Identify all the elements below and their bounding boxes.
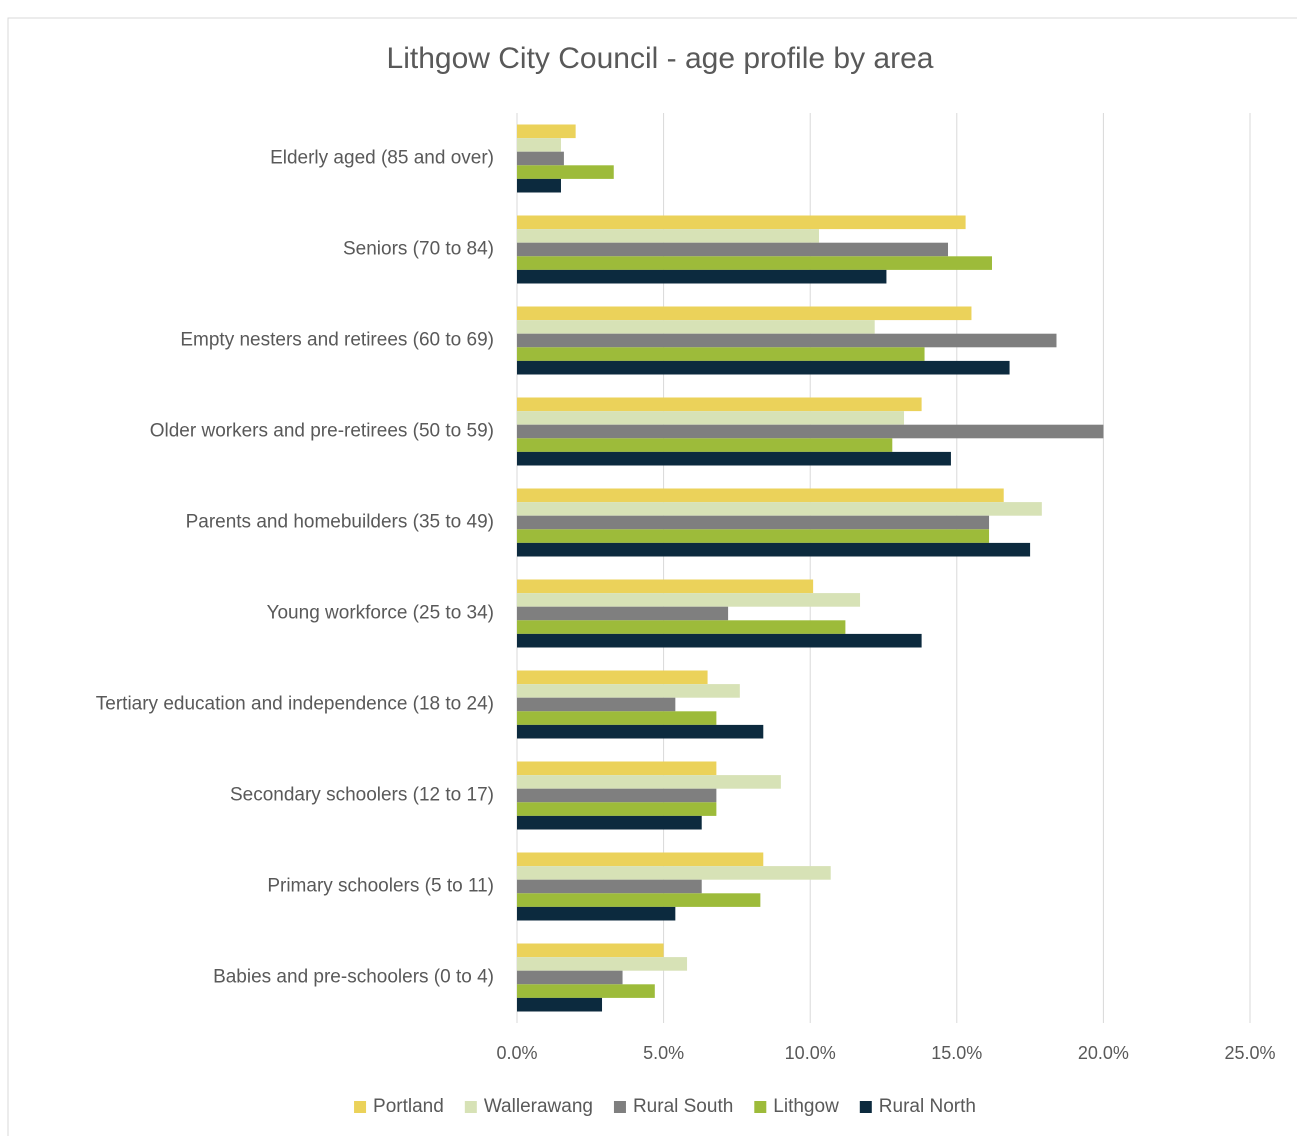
bar	[517, 529, 990, 543]
bar	[517, 451, 951, 466]
bar	[517, 306, 972, 321]
bar	[517, 424, 1104, 439]
bar	[517, 151, 564, 166]
y-tick-label: Parents and homebuilders (35 to 49)	[186, 512, 494, 533]
bar	[517, 802, 717, 816]
bar	[517, 633, 922, 648]
bar	[517, 256, 992, 270]
bar	[517, 761, 717, 776]
bar	[517, 943, 664, 958]
bar	[517, 593, 861, 607]
bar	[517, 724, 764, 739]
y-tick-label: Empty nesters and retirees (60 to 69)	[180, 330, 494, 351]
bar	[517, 775, 781, 789]
bar	[517, 138, 561, 152]
legend-swatch	[859, 1101, 872, 1113]
bar	[517, 684, 740, 698]
bar	[517, 124, 576, 139]
y-tick-label: Seniors (70 to 84)	[343, 239, 494, 260]
bar	[517, 515, 990, 530]
bar	[517, 242, 949, 257]
bar	[517, 165, 614, 179]
chart-title: Lithgow City Council - age profile by ar…	[387, 42, 934, 75]
y-tick-label: Secondary schoolers (12 to 17)	[230, 785, 494, 806]
x-tick-label: 25.0%	[1224, 1043, 1275, 1063]
bar	[517, 606, 729, 621]
bar	[517, 397, 922, 412]
bar	[517, 697, 676, 712]
x-tick-label: 15.0%	[931, 1043, 982, 1063]
x-tick-label: 20.0%	[1078, 1043, 1129, 1063]
bar	[517, 620, 846, 634]
bar	[517, 984, 655, 998]
legend-swatch	[613, 1101, 626, 1113]
legend-label: Wallerawang	[484, 1096, 593, 1117]
bar	[517, 178, 561, 193]
legend-label: Rural South	[633, 1096, 733, 1117]
bar	[517, 360, 1010, 375]
bar	[517, 997, 603, 1012]
bar	[517, 957, 688, 971]
bar	[517, 893, 761, 907]
legend-label: Portland	[373, 1096, 444, 1117]
y-tick-label: Young workforce (25 to 34)	[267, 603, 494, 624]
y-tick-label: Elderly aged (85 and over)	[270, 148, 494, 169]
bar	[517, 333, 1057, 348]
bar	[517, 347, 925, 361]
y-tick-label: Older workers and pre-retirees (50 to 59…	[150, 421, 494, 442]
bar	[517, 215, 966, 230]
legend-swatch	[754, 1101, 767, 1113]
bar	[517, 438, 893, 452]
legend-swatch	[354, 1101, 367, 1113]
bar	[517, 229, 819, 243]
bar	[517, 815, 702, 830]
bar	[517, 579, 814, 594]
bar	[517, 269, 887, 284]
legend-label: Lithgow	[773, 1096, 839, 1117]
bar	[517, 879, 702, 894]
x-tick-label: 10.0%	[785, 1043, 836, 1063]
y-tick-label: Babies and pre-schoolers (0 to 4)	[213, 967, 494, 988]
y-tick-label: Tertiary education and independence (18 …	[96, 694, 494, 715]
bar	[517, 852, 764, 867]
legend-swatch	[464, 1101, 477, 1113]
bar	[517, 320, 875, 334]
bar	[517, 670, 708, 685]
bar	[517, 542, 1031, 557]
x-tick-label: 0.0%	[496, 1043, 537, 1063]
bar	[517, 488, 1004, 503]
bar	[517, 711, 717, 725]
bar	[517, 906, 676, 921]
x-tick-label: 5.0%	[643, 1043, 684, 1063]
bar	[517, 970, 623, 985]
legend-label: Rural North	[879, 1096, 976, 1117]
y-tick-label: Primary schoolers (5 to 11)	[267, 876, 494, 897]
bar	[517, 866, 831, 880]
bar	[517, 788, 717, 803]
bar	[517, 411, 905, 425]
bar	[517, 502, 1042, 516]
